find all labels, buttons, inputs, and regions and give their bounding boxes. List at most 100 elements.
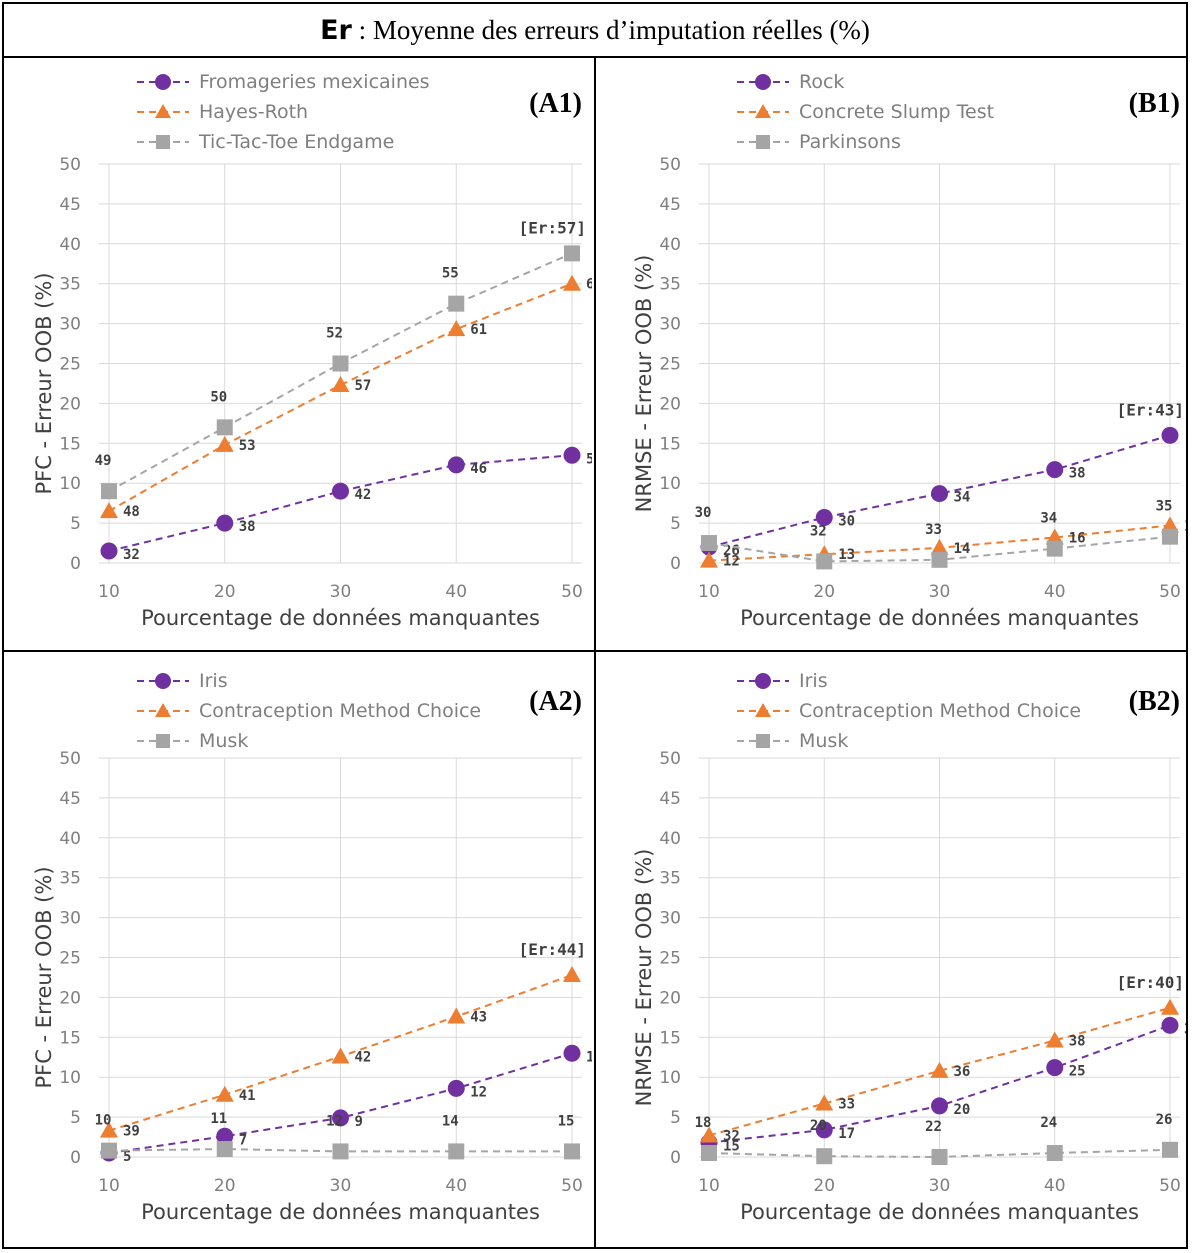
data-point-triangle xyxy=(1161,516,1179,533)
y-tick-label: 10 xyxy=(59,1068,81,1088)
legend-entry: Hayes-Roth xyxy=(199,101,308,123)
data-label: 17 xyxy=(838,1126,855,1142)
data-point-square xyxy=(816,1148,833,1165)
legend-marker-square xyxy=(756,734,770,748)
y-tick-label: 20 xyxy=(659,988,681,1008)
data-point-circle xyxy=(563,446,581,464)
data-point-circle xyxy=(563,1044,581,1062)
data-point-triangle xyxy=(331,1047,350,1064)
data-label: 53 xyxy=(239,438,256,454)
data-label: 42 xyxy=(355,487,372,503)
data-point-triangle xyxy=(215,435,234,452)
y-tick-label: 35 xyxy=(59,869,81,889)
data-label: 20 xyxy=(810,1118,827,1134)
x-axis-title: Pourcentage de données manquantes xyxy=(141,606,540,630)
title-divider xyxy=(2,56,1188,58)
data-point-triangle xyxy=(100,1121,118,1138)
data-label: 32 xyxy=(723,1128,740,1144)
legend-marker-circle xyxy=(755,673,771,689)
data-label: 30 xyxy=(1184,1021,1186,1037)
data-label: 57 xyxy=(355,378,372,394)
series-line xyxy=(708,1006,1171,1137)
y-tick-label: 20 xyxy=(659,394,681,414)
y-tick-label: 40 xyxy=(59,829,81,849)
data-label: 30 xyxy=(695,505,712,521)
y-tick-label: 25 xyxy=(59,949,81,969)
y-tick-label: 20 xyxy=(59,394,81,414)
data-point-triangle xyxy=(1045,1031,1064,1048)
data-label: 61 xyxy=(470,322,487,338)
data-point-circle xyxy=(1161,426,1179,444)
data-point-triangle xyxy=(447,1007,466,1024)
data-point-square xyxy=(1046,1145,1063,1162)
legend-marker-triangle xyxy=(755,703,771,717)
y-tick-label: 30 xyxy=(59,909,81,929)
data-label: 12 xyxy=(723,554,740,570)
y-tick-label: 5 xyxy=(70,514,81,534)
y-tick-label: 40 xyxy=(659,829,681,849)
title-rest: : Moyenne des erreurs d’imputation réell… xyxy=(351,14,870,45)
data-label: 43 xyxy=(470,1010,487,1026)
x-tick-label: 50 xyxy=(1159,1176,1181,1196)
er-annotation: [Er:40] xyxy=(1117,973,1184,992)
y-tick-label: 5 xyxy=(670,514,681,534)
y-tick-label: 5 xyxy=(670,1108,681,1128)
data-point-square xyxy=(216,1141,233,1158)
legend-marker-triangle xyxy=(755,104,771,118)
data-point-square xyxy=(332,1143,349,1160)
data-label: 12 xyxy=(326,1113,343,1129)
panel-label: (A1) xyxy=(529,88,582,119)
x-tick-label: 30 xyxy=(929,1176,951,1196)
x-tick-label: 10 xyxy=(698,582,720,602)
row-divider xyxy=(2,650,1188,652)
data-point-triangle xyxy=(563,274,581,291)
data-point-triangle xyxy=(700,1126,718,1143)
legend-entry: Iris xyxy=(199,670,228,692)
data-label: 12 xyxy=(470,1084,487,1100)
data-point-circle xyxy=(815,509,833,527)
data-label: 16 xyxy=(1069,530,1086,546)
data-point-square xyxy=(701,535,717,552)
y-tick-label: 25 xyxy=(659,949,681,969)
data-point-circle xyxy=(815,1121,833,1139)
data-point-circle xyxy=(1161,1016,1179,1034)
data-label: 34 xyxy=(1040,511,1057,527)
data-label: 33 xyxy=(838,1097,855,1113)
chart-panel-B1: 0 5 10 15 20 25 30 35 40 45 50 10 20 30 40 50 Pourcentag… xyxy=(632,71,1186,630)
data-point-triangle xyxy=(447,320,466,337)
legend-entry: Parkinsons xyxy=(799,131,901,153)
data-label: 50 xyxy=(210,389,227,405)
y-tick-label: 50 xyxy=(659,749,681,769)
y-tick-label: 15 xyxy=(659,1028,681,1048)
data-label: 33 xyxy=(925,522,942,538)
legend-entry: Concrete Slump Test xyxy=(799,101,994,123)
y-tick-label: 50 xyxy=(59,749,81,769)
data-point-circle xyxy=(931,1097,948,1115)
x-tick-label: 20 xyxy=(813,582,835,602)
x-tick-label: 20 xyxy=(813,1176,835,1196)
data-label: 26 xyxy=(1156,1112,1173,1128)
data-label: 34 xyxy=(954,490,971,506)
data-point-triangle xyxy=(215,1085,234,1102)
data-point-circle xyxy=(1046,1059,1064,1077)
x-tick-label: 30 xyxy=(330,582,352,602)
data-label: 14 xyxy=(442,1113,459,1129)
data-label: 25 xyxy=(1069,1064,1086,1080)
x-tick-label: 40 xyxy=(445,582,467,602)
y-axis-title: PFC - Erreur OOB (%) xyxy=(32,866,56,1088)
x-tick-label: 40 xyxy=(1044,582,1066,602)
data-point-circle xyxy=(100,542,118,560)
series-line xyxy=(108,282,573,512)
data-point-triangle xyxy=(100,502,118,519)
data-point-square xyxy=(931,551,948,568)
data-point-circle xyxy=(216,514,234,532)
panel-label: (B2) xyxy=(1129,686,1180,717)
data-label: 13 xyxy=(838,547,855,563)
data-point-square xyxy=(448,1143,465,1160)
y-tick-label: 50 xyxy=(659,155,681,175)
data-point-circle xyxy=(447,456,465,474)
y-tick-label: 45 xyxy=(659,195,681,215)
y-tick-label: 10 xyxy=(659,474,681,494)
data-label: 22 xyxy=(925,1119,942,1135)
y-tick-label: 5 xyxy=(70,1108,81,1128)
